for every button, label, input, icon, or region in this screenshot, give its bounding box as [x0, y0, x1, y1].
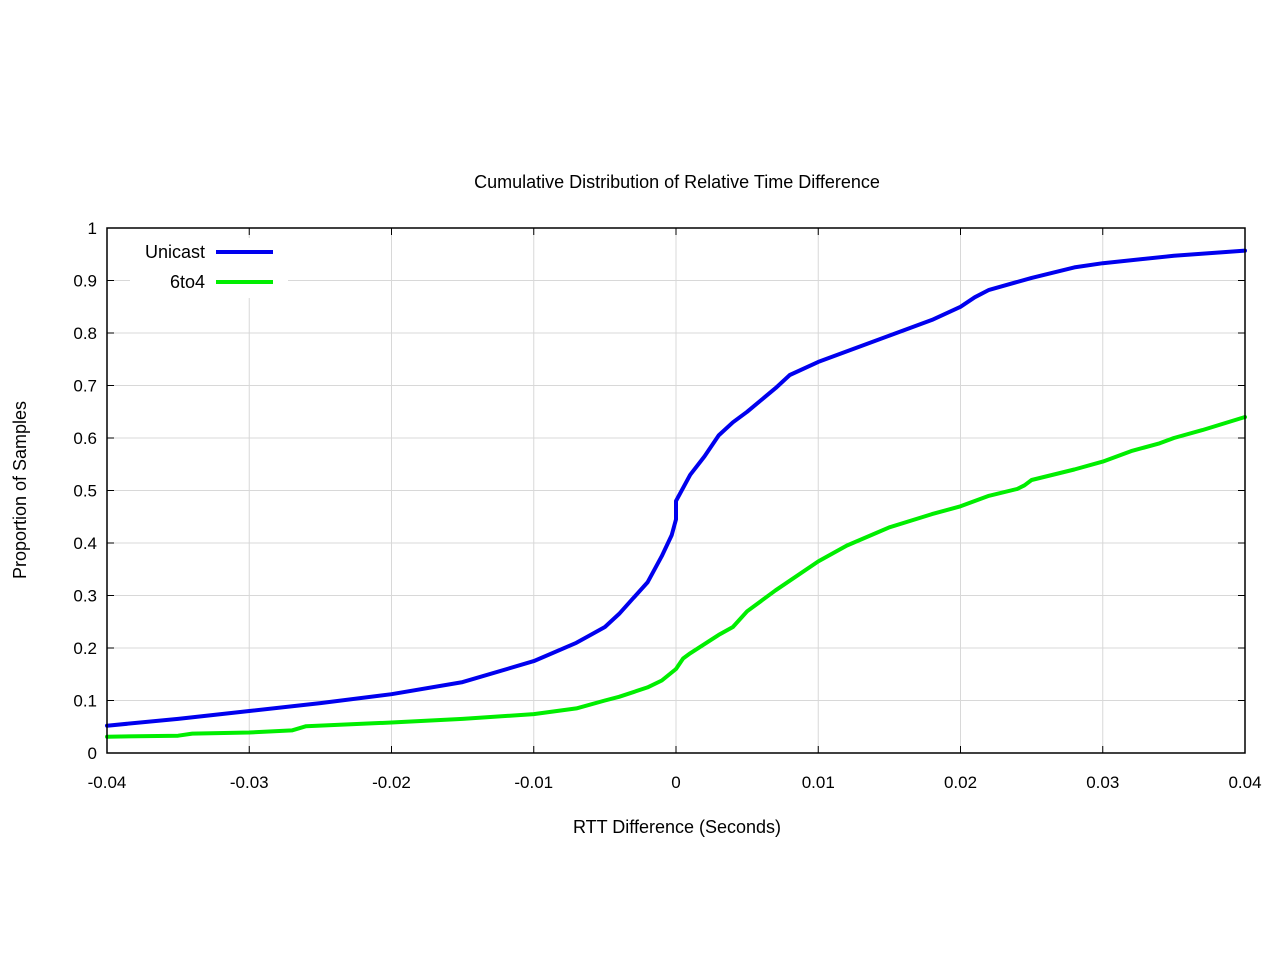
y-tick-label: 0.5	[73, 482, 97, 501]
y-tick-label: 1	[88, 219, 97, 238]
x-tick-label: -0.02	[372, 773, 411, 792]
series-lines	[105, 248, 1247, 739]
legend-background	[130, 238, 288, 298]
x-axis-label: RTT Difference (Seconds)	[573, 817, 781, 837]
chart-title: Cumulative Distribution of Relative Time…	[474, 172, 880, 192]
y-axis-label: Proportion of Samples	[10, 401, 30, 579]
y-tick-label: 0.6	[73, 429, 97, 448]
legend: Unicast 6to4	[130, 238, 288, 298]
y-tick-label: 0.7	[73, 377, 97, 396]
y-tick-label: 0.1	[73, 692, 97, 711]
plot-frame	[106, 227, 1246, 754]
y-tick-label: 0.3	[73, 587, 97, 606]
legend-label-unicast: Unicast	[145, 242, 205, 262]
x-tick-label: 0.04	[1228, 773, 1261, 792]
x-tick-label: 0.01	[802, 773, 835, 792]
x-tick-label: -0.04	[88, 773, 127, 792]
series-line-unicast	[105, 248, 1247, 728]
x-tick-label: -0.01	[514, 773, 553, 792]
legend-label-6to4: 6to4	[170, 272, 205, 292]
y-tick-label: 0.9	[73, 272, 97, 291]
x-tick-label: 0.02	[944, 773, 977, 792]
x-tick-label: -0.03	[230, 773, 269, 792]
grid	[106, 227, 1246, 754]
x-tick-label: 0.03	[1086, 773, 1119, 792]
y-tick-label: 0.2	[73, 639, 97, 658]
y-tick-label: 0.8	[73, 324, 97, 343]
y-tick-label: 0.4	[73, 534, 97, 553]
series-line-6to4	[105, 415, 1247, 739]
y-tick-label: 0	[88, 744, 97, 763]
tick-labels: -0.04 -0.03 -0.02 -0.01 0 0.01 0.02 0.03 0.04 0 0.…	[73, 219, 1261, 792]
x-tick-label: 0	[671, 773, 680, 792]
